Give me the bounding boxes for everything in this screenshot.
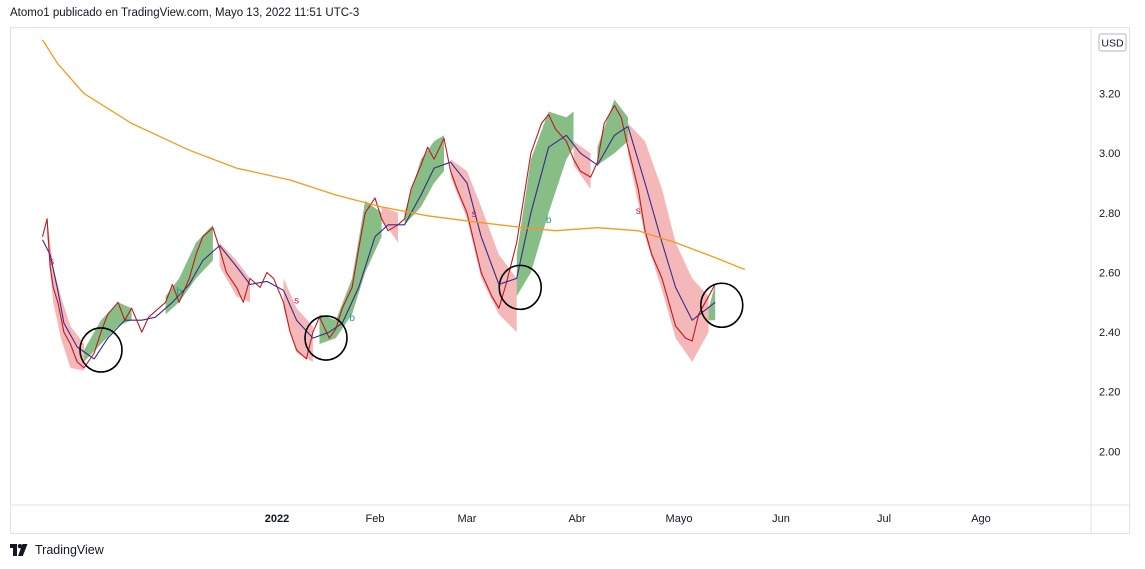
sell-marker: s xyxy=(294,295,299,306)
y-tick-label: 2.80 xyxy=(1099,208,1120,220)
x-tick-label: Ago xyxy=(971,513,991,525)
buy-marker: b xyxy=(176,286,182,297)
bull-cloud xyxy=(404,135,444,225)
highlight-circle xyxy=(79,327,123,373)
signal-line xyxy=(42,125,716,360)
signal-clouds xyxy=(47,99,716,371)
buy-marker: b xyxy=(546,215,552,226)
highlight-circle xyxy=(498,264,543,311)
sell-marker: s xyxy=(636,206,641,217)
bull-cloud xyxy=(708,284,716,321)
bull-cloud xyxy=(516,111,574,297)
sell-marker: s xyxy=(49,257,54,268)
currency-badge: USD xyxy=(1098,33,1127,52)
buy-marker: b xyxy=(349,313,355,324)
sell-marker: s xyxy=(472,209,477,220)
bear-cloud xyxy=(573,141,591,189)
highlight-circle xyxy=(304,315,348,361)
signal-markers: s b s b s b s xyxy=(49,206,641,324)
publication-header: Atomo1 publicado en TradingView.com, May… xyxy=(10,7,360,19)
price-chart[interactable]: s b s b s b s 2.002.202.402.602.803.003.20USDN… xyxy=(11,28,1131,535)
x-tick-label: Jun xyxy=(772,513,790,525)
bull-cloud xyxy=(165,224,213,315)
brand-label: TradingView xyxy=(35,543,104,557)
y-tick-label: 2.20 xyxy=(1099,387,1120,399)
axes: 2.002.202.402.602.803.003.20USDNovDic202… xyxy=(11,28,1131,535)
highlight-circle xyxy=(699,282,744,329)
bear-cloud xyxy=(47,218,84,371)
bull-cloud xyxy=(84,302,132,362)
y-tick-label: 2.60 xyxy=(1099,267,1120,279)
x-tick-label: 2022 xyxy=(265,513,289,525)
moving-average-line xyxy=(41,39,746,271)
y-tick-label: 2.00 xyxy=(1099,446,1120,458)
x-tick-label: Mar xyxy=(458,513,477,525)
x-tick-label: Mayo xyxy=(666,513,693,525)
y-tick-label: 2.40 xyxy=(1099,327,1120,339)
y-tick-label: 3.00 xyxy=(1099,148,1120,160)
price-line xyxy=(41,104,716,369)
x-tick-label: Jul xyxy=(877,513,891,525)
tradingview-logo-icon xyxy=(10,544,28,556)
y-tick-label: 3.20 xyxy=(1099,89,1120,101)
currency-label: USD xyxy=(1101,38,1124,50)
highlight-circles xyxy=(79,264,744,373)
tradingview-brand[interactable]: TradingView xyxy=(10,543,104,557)
bear-cloud xyxy=(450,159,517,333)
x-tick-label: Feb xyxy=(366,513,385,525)
bull-cloud xyxy=(319,200,382,344)
series-lines xyxy=(41,39,746,369)
bear-cloud xyxy=(628,123,709,362)
bear-cloud xyxy=(219,242,250,303)
x-tick-label: Abr xyxy=(568,513,585,525)
